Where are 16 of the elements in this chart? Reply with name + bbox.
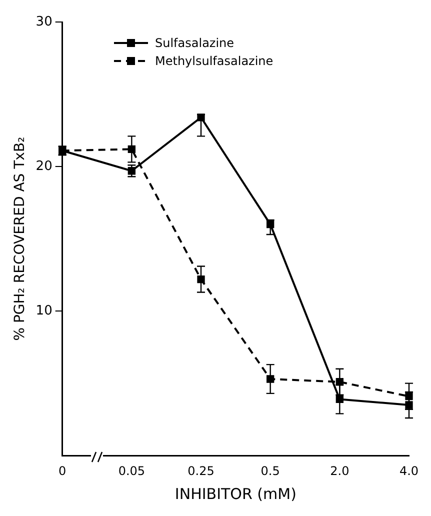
point bbox=[405, 401, 413, 409]
x-tick-label: 2.0 bbox=[330, 464, 350, 478]
x-axis-title: INHIBITOR (mM) bbox=[174, 484, 296, 503]
x-tick-label: 0 bbox=[58, 464, 66, 478]
legend-label: Sulfasalazine bbox=[155, 35, 234, 52]
point bbox=[197, 275, 205, 284]
y-tick-label: 20 bbox=[36, 158, 52, 174]
x-tick-label: 0.25 bbox=[188, 464, 214, 478]
x-tick-label: 0.05 bbox=[118, 464, 146, 478]
y-tick-label: 10 bbox=[36, 303, 52, 318]
x-tick-label: 0.5 bbox=[260, 464, 280, 478]
y-tick-label: 30 bbox=[36, 14, 52, 30]
x-tick-label: 4.0 bbox=[399, 464, 419, 478]
legend-label: Methylsulfasalazine bbox=[155, 53, 274, 70]
point bbox=[405, 392, 413, 400]
y-axis-title: % PGH₂ RECOVERED AS TxB₂ bbox=[12, 136, 28, 341]
